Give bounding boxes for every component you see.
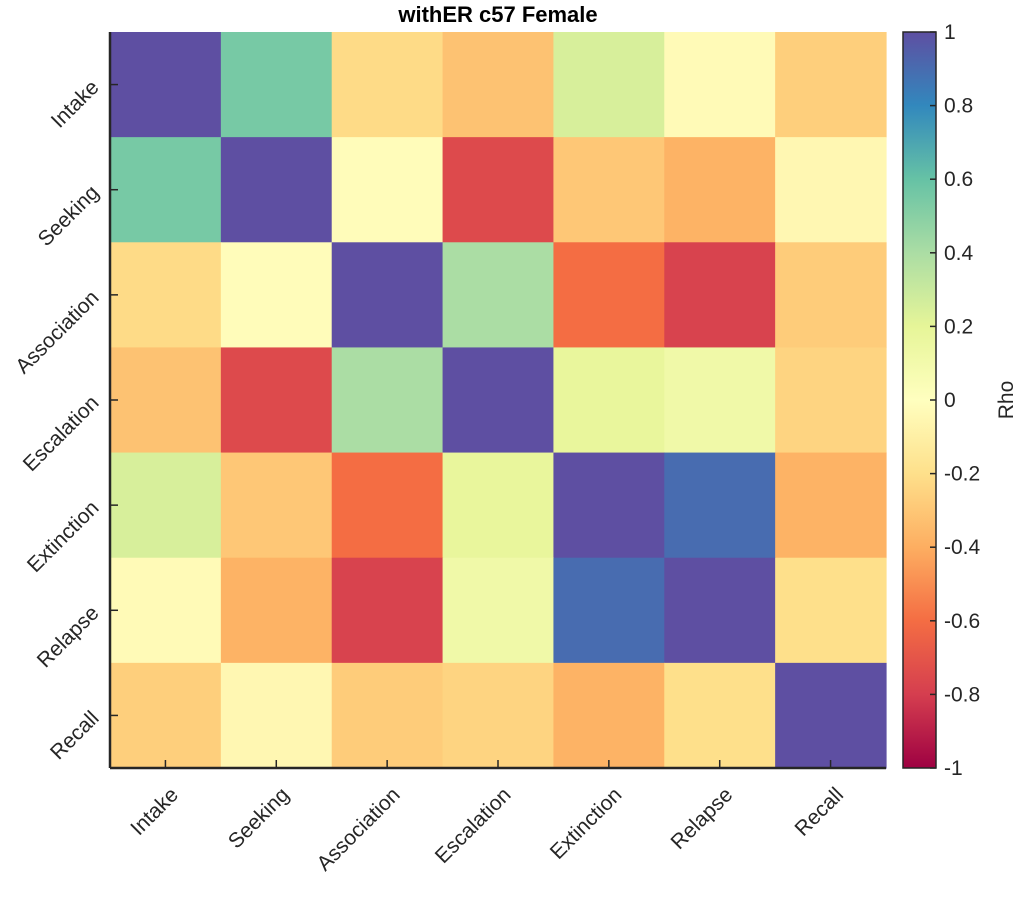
heatmap-cell — [775, 242, 887, 349]
colorbar-label: Rho — [995, 381, 1018, 420]
y-tick-label: Seeking — [34, 181, 104, 251]
heatmap-cell — [331, 557, 444, 664]
heatmap-cell — [220, 662, 333, 769]
x-tick-label: Escalation — [431, 783, 516, 868]
heatmap-cell — [110, 137, 222, 243]
colorbar-tick-label: -0.4 — [944, 536, 981, 559]
colorbar-tick-label: -0.8 — [944, 683, 980, 706]
heatmap-cell — [220, 32, 333, 138]
x-tick-labels: Intake Seeking Association Escalation Extinc… — [126, 783, 848, 875]
colorbar-ticks: -1 -0.8 -0.6 -0.4 -0.2 0 0.2 0.4 0.6 0.8 1 — [930, 21, 981, 780]
heatmap-cell — [110, 32, 222, 138]
heatmap-cell — [553, 32, 665, 138]
heatmap-cell — [442, 32, 555, 138]
heatmap-cell — [110, 452, 222, 559]
heatmap-cell — [442, 347, 555, 454]
heatmap-cell — [553, 242, 665, 349]
heatmap-cell — [442, 557, 555, 664]
heatmap-cell — [664, 452, 776, 559]
colorbar-tick-label: 0.4 — [944, 242, 974, 265]
heatmap-cell — [442, 242, 555, 349]
heatmap-cell — [553, 452, 665, 559]
colorbar-tick-label: -0.2 — [944, 463, 980, 486]
y-tick-labels: Intake Seeking Association Escalation Extinc… — [11, 76, 103, 764]
heatmap-cell — [442, 662, 555, 769]
heatmap-cell — [331, 452, 444, 559]
heatmap-cell — [442, 452, 555, 559]
heatmap-cell — [110, 242, 222, 349]
heatmap-cell — [775, 557, 887, 664]
heatmap-cell — [775, 137, 887, 243]
colorbar-tick-label: 0 — [944, 389, 956, 412]
heatmap-cell — [664, 347, 776, 454]
x-tick-label: Recall — [791, 783, 849, 841]
heatmap-cell — [664, 557, 776, 664]
heatmap-cell — [110, 557, 222, 664]
heatmap-cell — [664, 32, 776, 138]
heatmap-cell — [220, 557, 333, 664]
heatmap-cell — [220, 242, 333, 349]
heatmap-cell — [331, 242, 444, 349]
x-tick-label: Relapse — [666, 783, 737, 854]
y-tick-label: Association — [11, 286, 103, 378]
heatmap-cell — [775, 32, 887, 138]
y-tick-label: Intake — [47, 76, 104, 133]
x-tick-label: Seeking — [224, 783, 294, 853]
heatmap-cell — [220, 137, 333, 243]
heatmap-cell — [220, 347, 333, 454]
y-tick-label: Relapse — [33, 602, 104, 673]
heatmap-cell — [331, 32, 444, 138]
heatmap-cell — [110, 662, 222, 769]
x-tick-label: Intake — [126, 783, 183, 840]
colorbar: -1 -0.8 -0.6 -0.4 -0.2 0 0.2 0.4 0.6 0.8 1 Rho — [902, 21, 1018, 780]
heatmap-cell — [775, 452, 887, 559]
colorbar-tick-label: 0.8 — [944, 95, 973, 118]
y-tick-label: Recall — [46, 707, 104, 765]
heatmap-cell — [110, 347, 222, 454]
heatmap-cell — [553, 557, 665, 664]
heatmap-cell — [775, 662, 887, 769]
heatmap-cell — [553, 662, 665, 769]
heatmap-cell — [775, 347, 887, 454]
heatmap-cell — [442, 137, 555, 243]
heatmap-cell — [664, 137, 776, 243]
heatmap-cell — [331, 347, 444, 454]
colorbar-tick-label: -0.6 — [944, 610, 980, 633]
chart-title: withER c57 Female — [397, 2, 597, 27]
heatmap-cell — [664, 662, 776, 769]
colorbar-tick-label: 1 — [944, 21, 956, 44]
heatmap-cell — [220, 452, 333, 559]
x-tick-label: Extinction — [546, 783, 627, 864]
heatmap-cell — [664, 242, 776, 349]
colorbar-tick-label: 0.2 — [944, 315, 973, 338]
heatmap-cell — [331, 662, 444, 769]
y-tick-label: Escalation — [19, 391, 104, 476]
x-tick-label: Association — [312, 783, 404, 875]
colorbar-tick-label: 0.6 — [944, 168, 973, 191]
heatmap-cell — [553, 347, 665, 454]
heatmap-cell — [553, 137, 665, 243]
y-tick-label: Extinction — [23, 496, 104, 577]
heatmap-cell — [331, 137, 444, 243]
colorbar-tick-label: -1 — [944, 757, 963, 780]
heatmap-cells — [110, 32, 887, 769]
heatmap-axes — [108, 32, 886, 770]
